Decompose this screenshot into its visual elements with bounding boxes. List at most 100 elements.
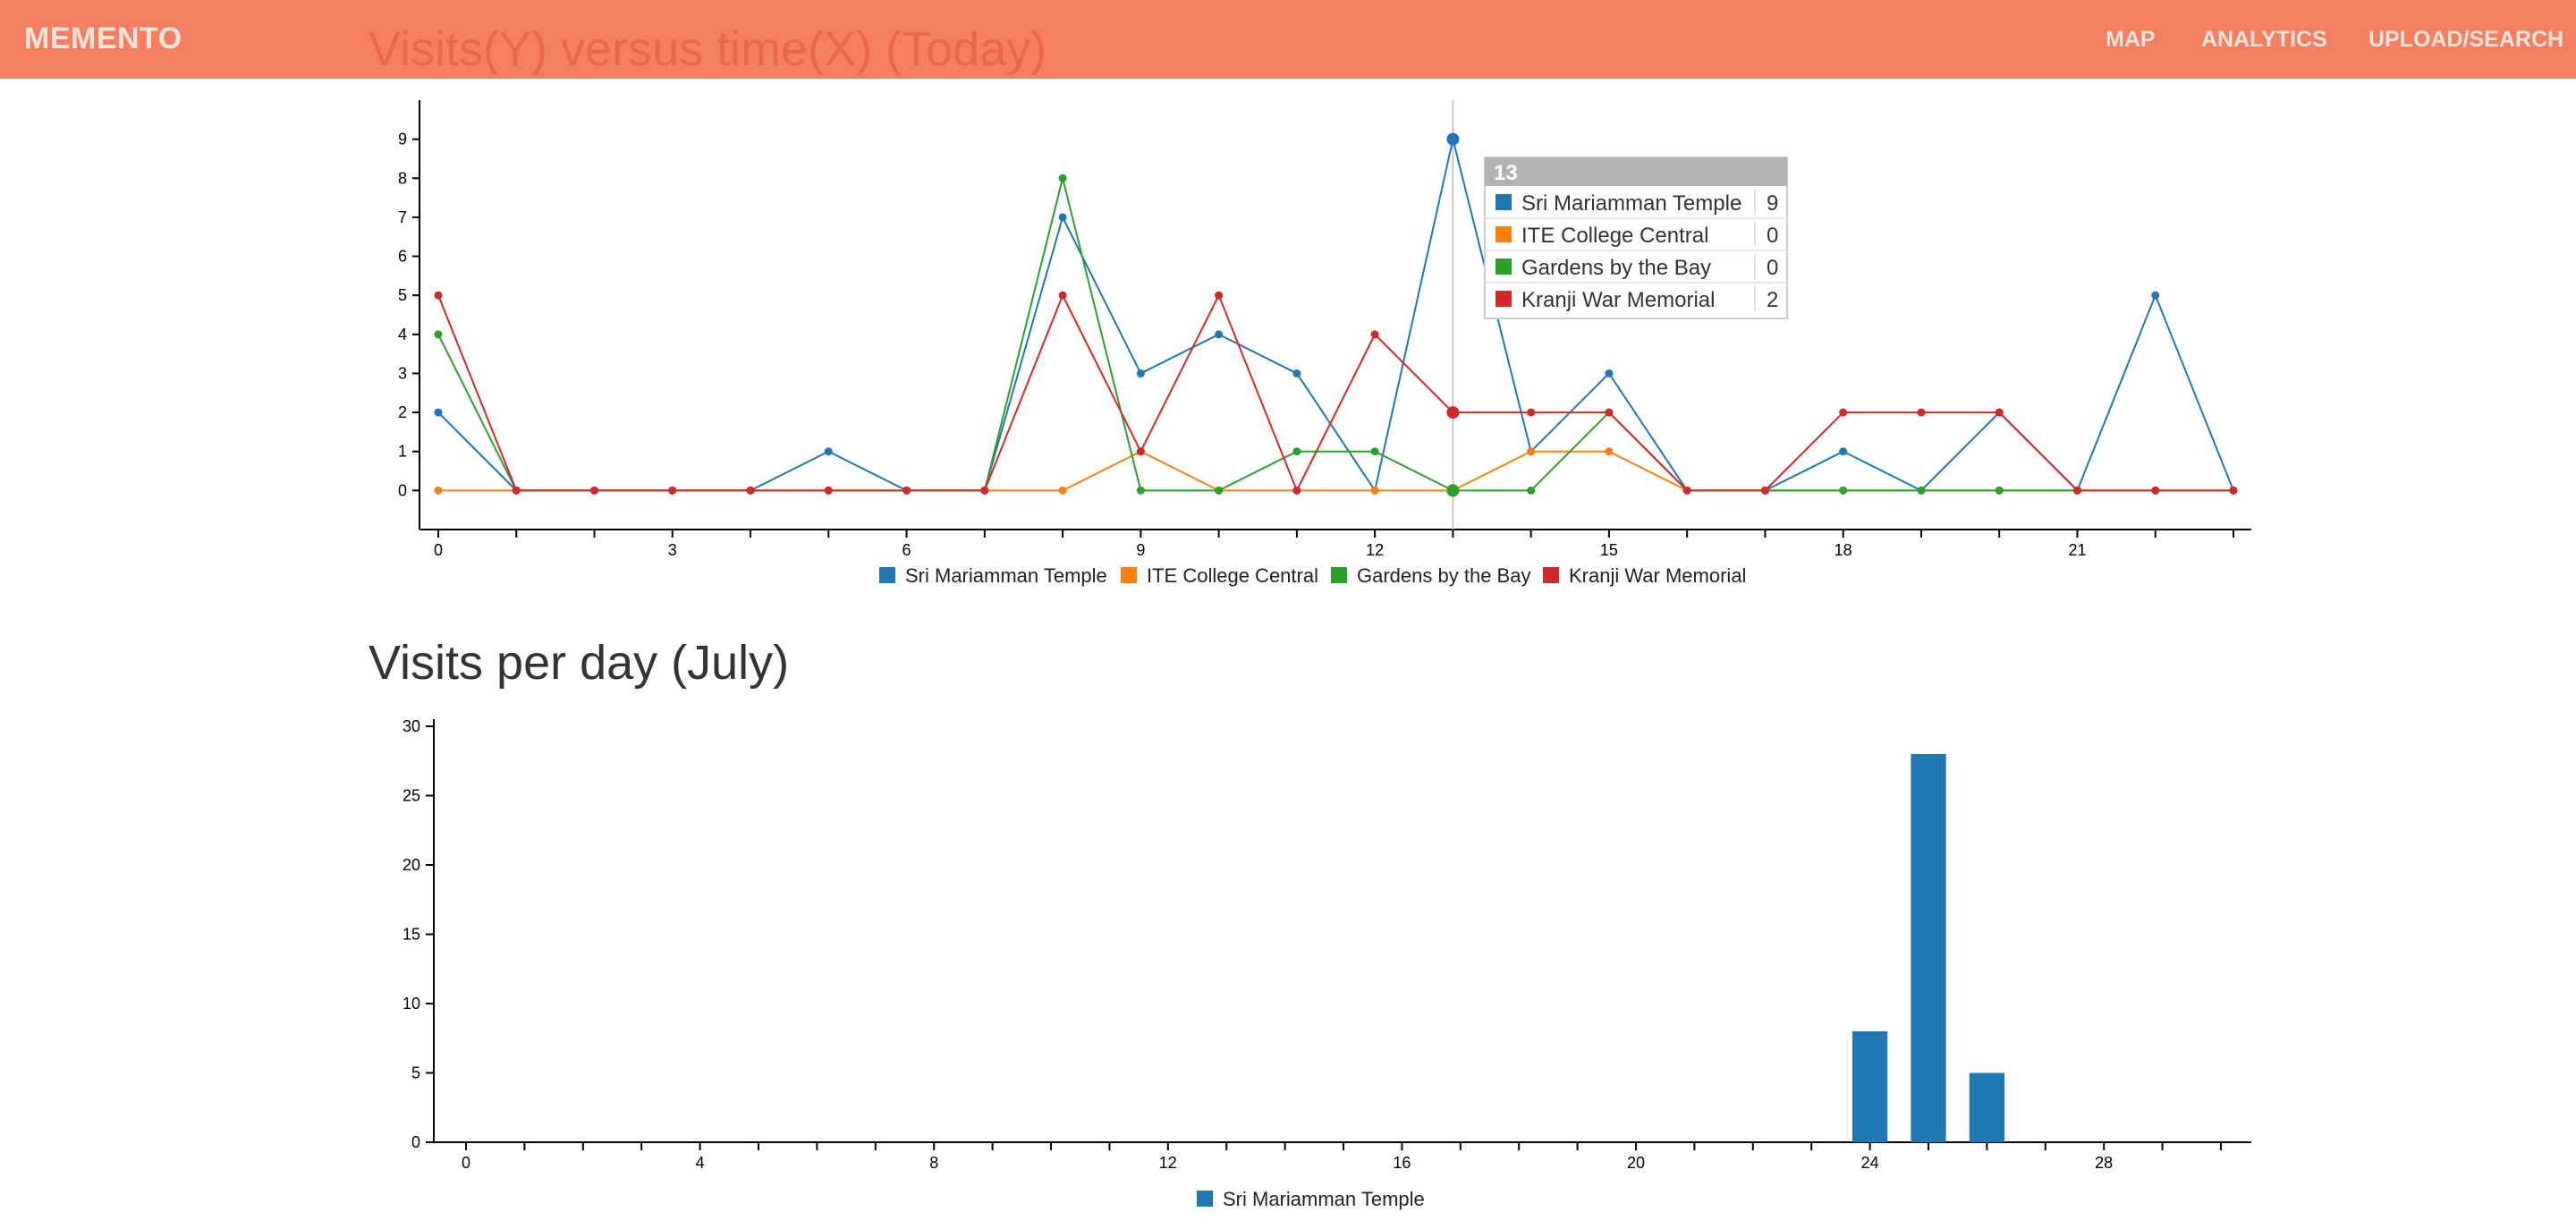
data-point-kranji-war-memorial xyxy=(1136,447,1145,456)
legend-swatch xyxy=(1543,567,1559,583)
x-tick-label: 12 xyxy=(1366,541,1384,559)
x-tick-label: 0 xyxy=(434,541,443,559)
data-point-kranji-war-memorial xyxy=(1995,408,2004,417)
data-point-ite-college-central xyxy=(1058,486,1067,495)
data-point-kranji-war-memorial xyxy=(1605,408,1614,417)
data-point-kranji-war-memorial xyxy=(2072,486,2081,495)
line-chart-legend: Sri Mariamman Temple ITE College Central G… xyxy=(879,564,1746,587)
x-tick-label: 6 xyxy=(902,541,911,559)
tooltip-header-text: 13 xyxy=(1494,161,1518,185)
tooltip-swatch xyxy=(1496,291,1512,307)
tooltip-series-value: 0 xyxy=(1767,224,1778,248)
y-tick-label: 7 xyxy=(398,208,407,226)
tooltip-series-value: 0 xyxy=(1767,256,1778,280)
data-point-kranji-war-memorial xyxy=(1215,291,1224,300)
legend-swatch xyxy=(1331,567,1347,583)
data-point-kranji-war-memorial xyxy=(980,486,989,495)
y-tick-label: 4 xyxy=(398,326,407,343)
y-tick-label: 9 xyxy=(398,131,407,148)
nav-link-map[interactable]: MAP xyxy=(2106,27,2156,52)
data-point-ite-college-central xyxy=(1370,486,1379,495)
data-point-sri-mariamman-temple xyxy=(1215,330,1224,339)
x-tick-label: 12 xyxy=(1159,1154,1177,1172)
y-tick-label: 3 xyxy=(398,364,407,382)
data-point-sri-mariamman-temple xyxy=(1058,213,1067,222)
tooltip-header xyxy=(1485,157,1787,186)
data-point-kranji-war-memorial xyxy=(2229,486,2238,495)
y-tick-label: 20 xyxy=(402,856,420,874)
brand-logo[interactable]: MEMENTO xyxy=(24,21,182,55)
data-point-ite-college-central xyxy=(1527,447,1536,456)
data-point-sri-mariamman-temple xyxy=(1839,447,1848,456)
x-tick-label: 8 xyxy=(929,1154,938,1172)
legend-label: Sri Mariamman Temple xyxy=(905,564,1107,587)
nav-link-upload-search[interactable]: UPLOAD/SEARCH xyxy=(2368,27,2564,52)
data-point-kranji-war-memorial xyxy=(1839,408,1848,417)
nav-link-analytics[interactable]: ANALYTICS xyxy=(2201,27,2327,52)
data-point-sri-mariamman-temple xyxy=(1446,132,1460,146)
data-point-kranji-war-memorial xyxy=(1058,291,1067,300)
data-point-ite-college-central xyxy=(434,486,443,495)
y-tick-label: 15 xyxy=(402,926,420,944)
data-point-gardens-by-the-bay xyxy=(1446,484,1460,497)
data-point-kranji-war-memorial xyxy=(1446,406,1460,420)
line-chart-title: Visits(Y) versus time(X) (Today) xyxy=(369,22,1047,76)
legend-label: Gardens by the Bay xyxy=(1357,564,1530,587)
data-point-kranji-war-memorial xyxy=(1760,486,1769,495)
data-point-kranji-war-memorial xyxy=(902,486,911,495)
data-point-kranji-war-memorial xyxy=(1917,408,1926,417)
legend-label: ITE College Central xyxy=(1147,564,1318,587)
bar-chart-legend: Sri Mariamman Temple xyxy=(1197,1188,1425,1210)
x-tick-label: 4 xyxy=(696,1154,705,1172)
y-tick-label: 8 xyxy=(398,169,407,187)
tooltip-series-name: ITE College Central xyxy=(1521,224,1708,248)
x-tick-label: 9 xyxy=(1136,541,1145,559)
legend-label: Sri Mariamman Temple xyxy=(1223,1188,1425,1210)
top-navbar: MEMENTO MAP ANALYTICS UPLOAD/SEARCH xyxy=(0,0,2576,79)
data-point-kranji-war-memorial xyxy=(434,291,443,300)
tooltip-series-value: 2 xyxy=(1767,288,1778,312)
y-tick-label: 1 xyxy=(398,443,407,461)
data-point-sri-mariamman-temple xyxy=(1292,369,1301,377)
series-line-kranji-war-memorial xyxy=(437,292,2233,493)
data-point-kranji-war-memorial xyxy=(1527,408,1536,417)
data-point-kranji-war-memorial xyxy=(668,486,677,495)
data-point-gardens-by-the-bay xyxy=(1215,486,1224,495)
data-point-kranji-war-memorial xyxy=(824,486,833,495)
y-tick-label: 30 xyxy=(402,717,420,735)
data-point-gardens-by-the-bay xyxy=(1058,174,1067,182)
x-tick-label: 18 xyxy=(1835,541,1852,559)
tooltip-series-value: 9 xyxy=(1767,191,1778,216)
data-point-kranji-war-memorial xyxy=(590,486,599,495)
y-tick-label: 2 xyxy=(398,403,407,421)
data-point-sri-mariamman-temple xyxy=(434,408,443,417)
bar-day-24 xyxy=(1852,1031,1888,1142)
tooltip-swatch xyxy=(1496,194,1512,210)
x-tick-label: 20 xyxy=(1627,1154,1645,1172)
data-point-sri-mariamman-temple xyxy=(1136,369,1145,377)
data-point-gardens-by-the-bay xyxy=(1292,447,1301,456)
y-tick-label: 10 xyxy=(402,995,420,1013)
legend-label: Kranji War Memorial xyxy=(1569,564,1746,587)
tooltip-series-name: Kranji War Memorial xyxy=(1521,288,1715,312)
data-point-sri-mariamman-temple xyxy=(1605,369,1614,377)
bar-day-25 xyxy=(1911,754,1946,1142)
tooltip-series-name: Gardens by the Bay xyxy=(1521,256,1711,280)
data-point-gardens-by-the-bay xyxy=(434,330,443,339)
y-tick-label: 5 xyxy=(411,1064,420,1082)
y-tick-label: 0 xyxy=(398,481,407,499)
data-point-sri-mariamman-temple xyxy=(824,447,833,456)
x-tick-label: 3 xyxy=(668,541,677,559)
data-point-kranji-war-memorial xyxy=(1682,486,1691,495)
tooltip-swatch xyxy=(1496,259,1512,275)
data-point-sri-mariamman-temple xyxy=(2151,291,2160,300)
y-tick-label: 6 xyxy=(398,248,407,266)
data-point-ite-college-central xyxy=(1605,447,1614,456)
tooltip-series-name: Sri Mariamman Temple xyxy=(1521,191,1741,216)
data-point-gardens-by-the-bay xyxy=(1917,486,1926,495)
data-point-kranji-war-memorial xyxy=(512,486,521,495)
bar-day-26 xyxy=(1969,1072,2005,1142)
legend-swatch xyxy=(879,567,895,583)
